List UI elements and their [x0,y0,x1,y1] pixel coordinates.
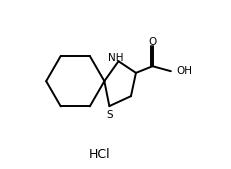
Text: O: O [148,37,156,47]
Text: NH: NH [107,53,123,63]
Text: HCl: HCl [88,148,110,161]
Text: S: S [106,110,112,120]
Text: OH: OH [175,66,191,76]
